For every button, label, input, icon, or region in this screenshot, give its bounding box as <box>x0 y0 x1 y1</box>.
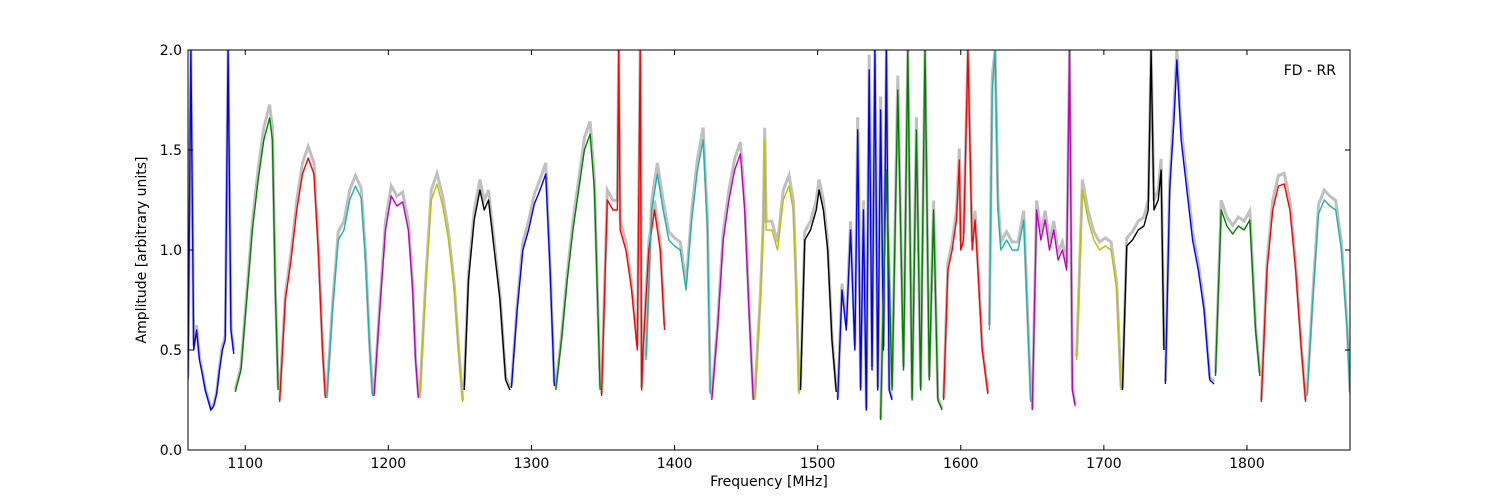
series-line-19 <box>1075 189 1122 391</box>
series-line-9 <box>600 50 666 397</box>
series-line-17 <box>988 50 1032 403</box>
y-axis-label: Amplitude [arbitrary units] <box>134 157 150 344</box>
series-line-10 <box>645 139 712 395</box>
y-tick-label: 0.5 <box>160 343 182 359</box>
x-tick-label: 1500 <box>800 456 836 472</box>
series-line-7 <box>510 173 556 389</box>
x-tick-label: 1800 <box>1229 456 1265 472</box>
series-line-20 <box>1121 50 1165 391</box>
series-line-4 <box>373 195 420 399</box>
chart-annotation: FD - RR <box>1284 63 1337 79</box>
series-line-8 <box>555 133 601 391</box>
y-tick-label: 1.0 <box>160 243 182 259</box>
x-tick-label: 1100 <box>227 456 263 472</box>
x-tick-label: 1200 <box>371 456 407 472</box>
series-line-0 <box>188 50 235 411</box>
series-line-5 <box>419 183 464 403</box>
series-line-24 <box>1306 199 1350 397</box>
series-line-1 <box>234 117 279 393</box>
x-tick-label: 1600 <box>943 456 979 472</box>
y-tick-label: 1.5 <box>160 143 182 159</box>
x-tick-label: 1300 <box>514 456 550 472</box>
series-line-13 <box>799 189 837 393</box>
series-line-6 <box>463 189 511 391</box>
x-tick-label: 1700 <box>1086 456 1122 472</box>
series-line-12 <box>753 139 800 401</box>
background-envelope-19 <box>1075 179 1123 388</box>
x-tick-label: 1400 <box>657 456 693 472</box>
plot-area <box>188 50 1350 421</box>
background-envelope-10 <box>644 127 712 392</box>
series-line-21 <box>1164 59 1215 385</box>
series-line-11 <box>711 153 754 401</box>
axis-ticks: 1100 1200 1300 1400 1500 1600 1700 1800 0.0 0.5 1.… <box>160 43 1350 472</box>
series-line-16 <box>942 50 989 401</box>
series-line-18 <box>1031 50 1076 411</box>
y-tick-label: 2.0 <box>160 43 182 59</box>
series-line-23 <box>1260 183 1307 403</box>
series-line-22 <box>1214 209 1261 377</box>
series-line-3 <box>326 185 374 399</box>
series-line-15 <box>879 50 943 421</box>
y-tick-label: 0.0 <box>160 443 182 459</box>
series-line-2 <box>278 157 327 403</box>
x-axis-label: Frequency [MHz] <box>710 474 828 490</box>
